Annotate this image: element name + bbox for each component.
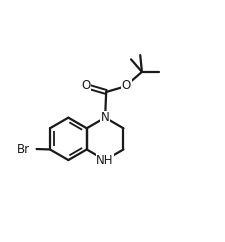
Text: N: N [100,111,109,124]
Text: Br: Br [17,143,30,156]
Text: NH: NH [96,154,113,166]
Text: O: O [81,79,90,92]
Text: O: O [121,79,130,92]
